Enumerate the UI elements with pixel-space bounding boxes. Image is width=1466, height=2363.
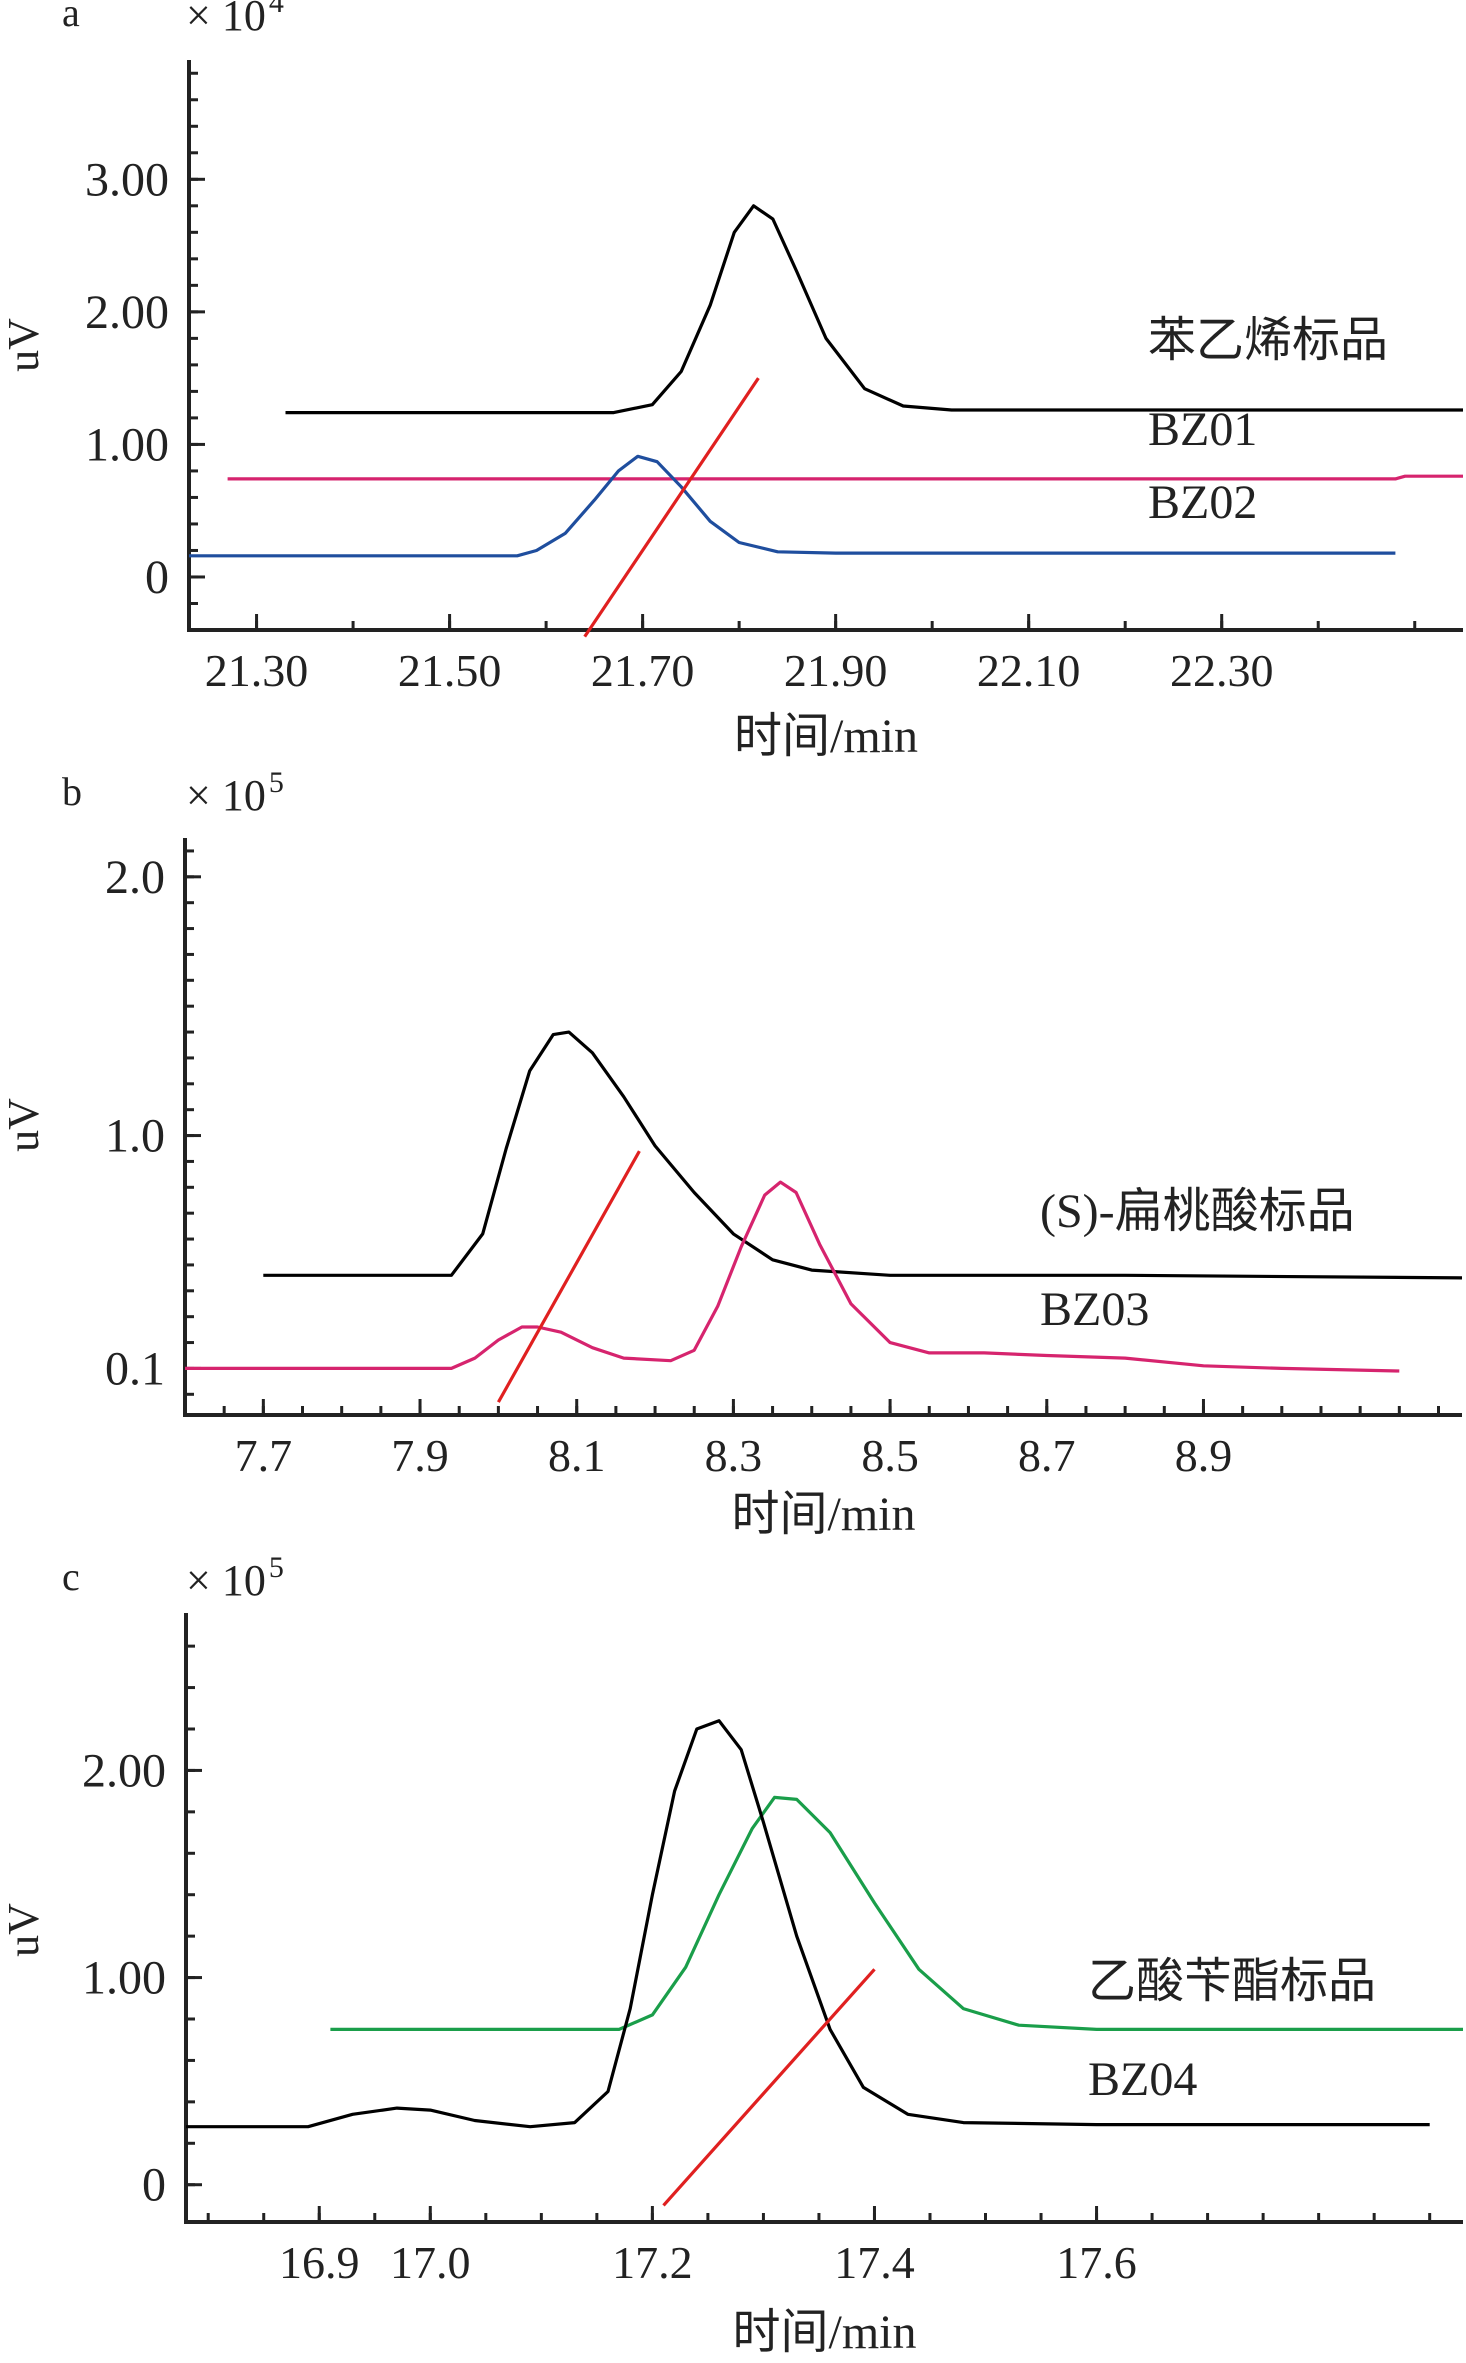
- x-axis-label: 时间/min: [732, 2306, 916, 2359]
- x-tick-label: 22.30: [1170, 645, 1274, 696]
- x-tick-label: 8.9: [1175, 1430, 1233, 1481]
- series-line-2: [189, 454, 1396, 558]
- axes: [183, 838, 1462, 1417]
- chart-panel-c: c × 10 5 uV 0 1.00 2.00 16.9 17.0 17.2 17.4 17.6 时间/…: [0, 1551, 1463, 2359]
- x-tick-label: 21.30: [205, 645, 309, 696]
- y-tick-label: 2.00: [82, 1744, 166, 1797]
- y-axis-label: uV: [0, 1903, 48, 1957]
- chart-panel-b: b × 10 5 uV 0.1 1.0 2.0 7.7 7.9 8.1 8.3 8.5 8.7 8.9 时间…: [0, 766, 1463, 1541]
- y-tick-label: 0: [145, 551, 169, 604]
- y-axis-label: uV: [0, 318, 48, 372]
- x-tick-label: 17.4: [834, 2237, 915, 2288]
- panel-letter: a: [62, 0, 80, 35]
- x-axis-label: 时间/min: [734, 710, 918, 763]
- axis-multiplier: × 10 5: [186, 1551, 284, 1605]
- reference-line: [583, 377, 760, 638]
- series-label: 苯乙烯标品: [1148, 314, 1388, 367]
- reference-line: [662, 1968, 876, 2207]
- x-tick-label: 22.10: [977, 645, 1081, 696]
- panel-letter: b: [62, 769, 82, 814]
- reference-line: [497, 1150, 641, 1403]
- y-tick-label: 2.0: [105, 851, 165, 904]
- panel-letter: c: [62, 1554, 80, 1599]
- y-axis-label: uV: [0, 1098, 48, 1152]
- series-label: (S)-扁桃酸标品: [1040, 1185, 1355, 1238]
- x-tick-label: 7.9: [391, 1430, 449, 1481]
- x-tick-label: 17.2: [612, 2237, 693, 2288]
- x-tick-label: 17.0: [390, 2237, 471, 2288]
- y-tick-label: 1.00: [82, 1952, 166, 2005]
- series-line-0: [263, 1030, 1463, 1280]
- series-line-1: [227, 474, 1463, 481]
- y-tick-label: 3.00: [85, 153, 169, 206]
- x-tick-label: 8.1: [548, 1430, 606, 1481]
- y-tick-label: 1.0: [105, 1110, 165, 1163]
- series-label: BZ03: [1040, 1283, 1149, 1336]
- series-line-0: [285, 204, 1463, 415]
- x-tick-label: 21.50: [398, 645, 502, 696]
- x-tick-label: 21.70: [591, 645, 695, 696]
- series-line-1: [186, 1719, 1430, 2129]
- x-tick-label: 7.7: [235, 1430, 293, 1481]
- series-label: BZ01: [1148, 403, 1257, 456]
- series-label: BZ02: [1148, 476, 1257, 529]
- axis-multiplier: × 10 4: [186, 0, 284, 40]
- y-tick-label: 0: [142, 2159, 166, 2212]
- series-line-0: [330, 1795, 1463, 2031]
- y-tick-label: 1.00: [85, 418, 169, 471]
- x-tick-label: 8.5: [861, 1430, 919, 1481]
- y-tick-label: 0.1: [105, 1342, 165, 1395]
- y-tick-label: 2.00: [85, 286, 169, 339]
- series-label: 乙酸苄酯标品: [1088, 1955, 1376, 2008]
- x-axis-label: 时间/min: [731, 1488, 915, 1541]
- series-line-1: [185, 1180, 1400, 1373]
- x-tick-label: 8.3: [705, 1430, 763, 1481]
- series-label: BZ04: [1088, 2053, 1197, 2106]
- chart-panel-a: a × 10 4 uV 0 1.00 2.00 3.00 21.30 21.50 21.70 21.9…: [0, 0, 1463, 763]
- x-tick-label: 21.90: [784, 645, 888, 696]
- x-tick-label: 16.9: [279, 2237, 360, 2288]
- axis-multiplier: × 10 5: [186, 766, 284, 820]
- axes: [184, 1613, 1463, 2224]
- x-tick-label: 17.6: [1056, 2237, 1137, 2288]
- x-tick-label: 8.7: [1018, 1430, 1076, 1481]
